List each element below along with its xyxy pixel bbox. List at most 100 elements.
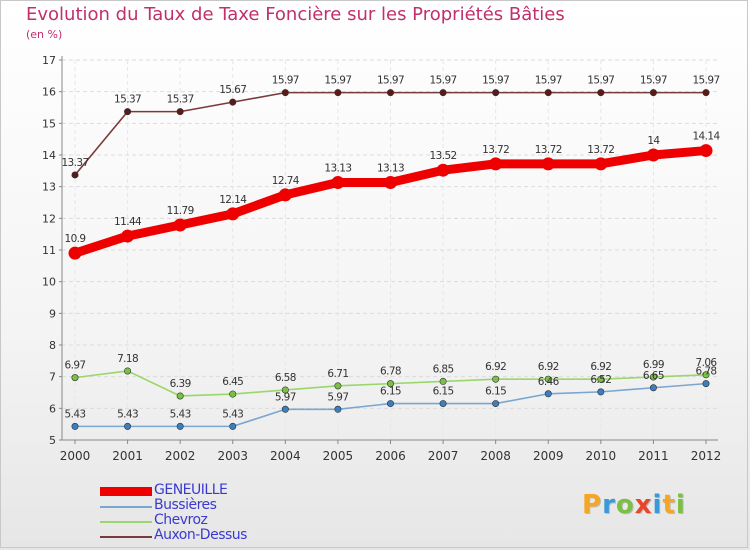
data-point-bussi-res [334, 405, 342, 413]
x-tick-label: 2009 [533, 449, 564, 463]
data-label-geneuille: 13.72 [482, 144, 509, 156]
data-point-auxon-dessus [544, 89, 552, 97]
x-tick-label: 2004 [270, 449, 301, 463]
data-label-chevroz: 6.85 [433, 363, 454, 375]
data-point-auxon-dessus [176, 108, 184, 116]
data-point-bussi-res [439, 400, 447, 408]
data-label-geneuille: 13.13 [324, 163, 351, 175]
data-point-geneuille [699, 144, 713, 158]
chart-unit-label: (en %) [26, 28, 63, 41]
data-point-geneuille [173, 218, 187, 232]
legend-label: GENEUILLE [154, 482, 228, 498]
data-point-chevroz [71, 374, 79, 382]
y-tick-label: 16 [42, 86, 56, 99]
y-tick-label: 15 [42, 117, 56, 130]
data-label-bussi-res: 5.97 [275, 391, 296, 403]
legend-label: Chevroz [154, 512, 208, 528]
data-label-chevroz: 6.71 [327, 368, 348, 380]
x-tick-label: 2005 [323, 449, 354, 463]
data-label-auxon-dessus: 15.97 [377, 75, 404, 87]
logo-letter: r [602, 490, 616, 520]
data-point-chevroz [649, 373, 657, 381]
data-label-geneuille: 12.74 [272, 175, 300, 187]
data-point-geneuille [384, 176, 397, 190]
data-label-auxon-dessus: 15.97 [692, 75, 719, 87]
y-tick-label: 6 [49, 402, 56, 415]
y-tick-label: 12 [42, 212, 56, 225]
data-label-auxon-dessus: 15.37 [114, 94, 141, 106]
data-point-bussi-res [702, 380, 710, 388]
x-tick-label: 2001 [112, 449, 143, 463]
data-point-chevroz [334, 382, 342, 390]
data-label-auxon-dessus: 15.37 [167, 94, 194, 106]
x-tick-label: 2003 [217, 449, 248, 463]
data-label-bussi-res: 6.15 [485, 386, 506, 398]
data-label-chevroz: 7.18 [117, 353, 138, 365]
data-point-bussi-res [71, 422, 79, 430]
data-label-auxon-dessus: 15.97 [535, 75, 562, 87]
x-tick-label: 2011 [638, 449, 669, 463]
data-point-chevroz [492, 375, 500, 383]
data-label-chevroz: 6.97 [65, 360, 86, 372]
y-tick-label: 7 [49, 371, 56, 384]
legend-swatch [100, 487, 152, 496]
data-point-auxon-dessus [124, 108, 132, 116]
data-label-chevroz: 6.92 [485, 361, 506, 373]
data-point-bussi-res [281, 405, 289, 413]
data-point-geneuille [68, 246, 82, 260]
data-label-bussi-res: 6.15 [380, 386, 401, 398]
y-tick-label: 14 [42, 149, 56, 162]
data-point-auxon-dessus [439, 89, 447, 97]
x-tick-label: 2006 [375, 449, 406, 463]
data-point-auxon-dessus [229, 98, 237, 106]
data-label-auxon-dessus: 15.97 [587, 75, 614, 87]
data-point-auxon-dessus [492, 89, 500, 97]
logo-letter: x [634, 490, 653, 520]
legend-label: Bussières [154, 497, 217, 513]
data-label-bussi-res: 5.97 [327, 391, 348, 403]
logo-letter: P [582, 490, 603, 520]
data-point-auxon-dessus [334, 89, 342, 97]
data-label-auxon-dessus: 15.97 [640, 75, 667, 87]
data-label-auxon-dessus: 15.97 [324, 75, 351, 87]
data-label-chevroz: 6.45 [222, 376, 243, 388]
y-tick-label: 10 [42, 276, 56, 289]
data-point-auxon-dessus [71, 171, 79, 179]
data-label-geneuille: 13.72 [535, 144, 562, 156]
data-point-bussi-res [124, 422, 132, 430]
y-tick-label: 8 [49, 339, 56, 352]
data-point-auxon-dessus [281, 89, 289, 97]
logo-letter: t [662, 490, 676, 520]
data-point-auxon-dessus [597, 89, 605, 97]
data-label-chevroz: 6.58 [275, 372, 296, 384]
proxiti-logo: Proxiti [582, 490, 686, 520]
data-point-chevroz [176, 392, 184, 400]
legend-swatch [100, 536, 152, 538]
x-tick-label: 2008 [480, 449, 511, 463]
data-label-bussi-res: 6.15 [433, 386, 454, 398]
data-label-geneuille: 10.9 [65, 233, 86, 245]
data-point-chevroz [439, 377, 447, 385]
x-tick-label: 2012 [691, 449, 722, 463]
data-label-chevroz: 6.92 [590, 361, 611, 373]
logo-letter: o [615, 490, 635, 520]
data-point-bussi-res [176, 422, 184, 430]
data-label-chevroz: 6.99 [643, 359, 664, 371]
data-point-chevroz [597, 375, 605, 383]
data-point-bussi-res [492, 400, 500, 408]
data-point-geneuille [226, 207, 240, 221]
data-label-bussi-res: 6.52 [590, 374, 611, 386]
y-tick-label: 11 [42, 244, 56, 257]
data-point-bussi-res [649, 384, 657, 392]
data-point-geneuille [331, 176, 345, 190]
data-point-auxon-dessus [649, 89, 657, 97]
data-label-chevroz: 6.92 [538, 361, 559, 373]
data-point-chevroz [386, 380, 394, 388]
data-point-geneuille [278, 188, 292, 202]
data-point-chevroz [229, 390, 237, 398]
legend-label: Auxon-Dessus [154, 527, 247, 543]
data-label-auxon-dessus: 15.67 [219, 84, 246, 96]
data-point-bussi-res [386, 400, 394, 408]
